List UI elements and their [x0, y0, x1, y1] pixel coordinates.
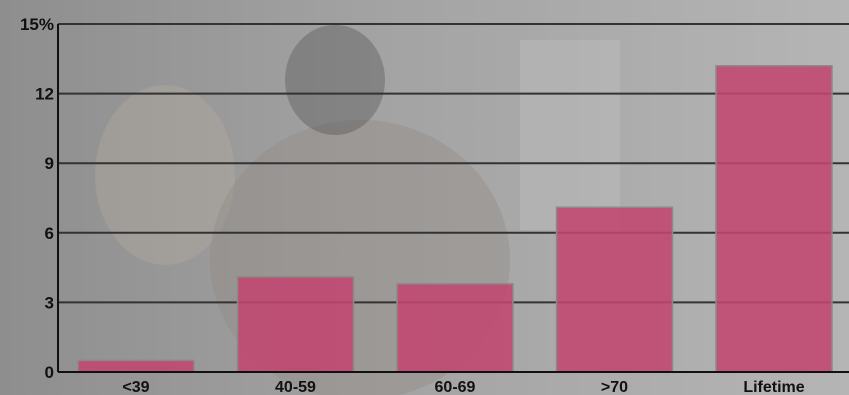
- axes: [57, 24, 849, 373]
- y-tick-label: 15%: [20, 15, 54, 34]
- photo-figure-left: [95, 85, 235, 265]
- y-tick-labels: 0 3 6 9 12 15%: [20, 15, 54, 382]
- bar-4: [715, 65, 833, 373]
- x-tick-label: >70: [601, 379, 628, 395]
- x-tick-label: <39: [122, 379, 149, 395]
- bar-1: [236, 276, 355, 373]
- bars: [77, 65, 833, 373]
- y-tick-label: 6: [45, 224, 54, 243]
- x-tick-label: 40-59: [275, 379, 316, 395]
- bar-3: [555, 206, 674, 373]
- x-tick-label: 60-69: [435, 379, 476, 395]
- y-tick-label: 3: [45, 293, 54, 312]
- x-tick-label: Lifetime: [743, 379, 804, 395]
- photo-machine: [520, 40, 620, 230]
- bar-0: [77, 359, 195, 373]
- y-tick-label: 9: [45, 154, 54, 173]
- x-tick-labels: <39 40-59 60-69 >70 Lifetime: [122, 379, 804, 395]
- photo-figure-head: [285, 25, 385, 135]
- y-tick-label: 0: [45, 363, 54, 382]
- bar-2: [396, 283, 514, 373]
- y-tick-label: 12: [35, 85, 54, 104]
